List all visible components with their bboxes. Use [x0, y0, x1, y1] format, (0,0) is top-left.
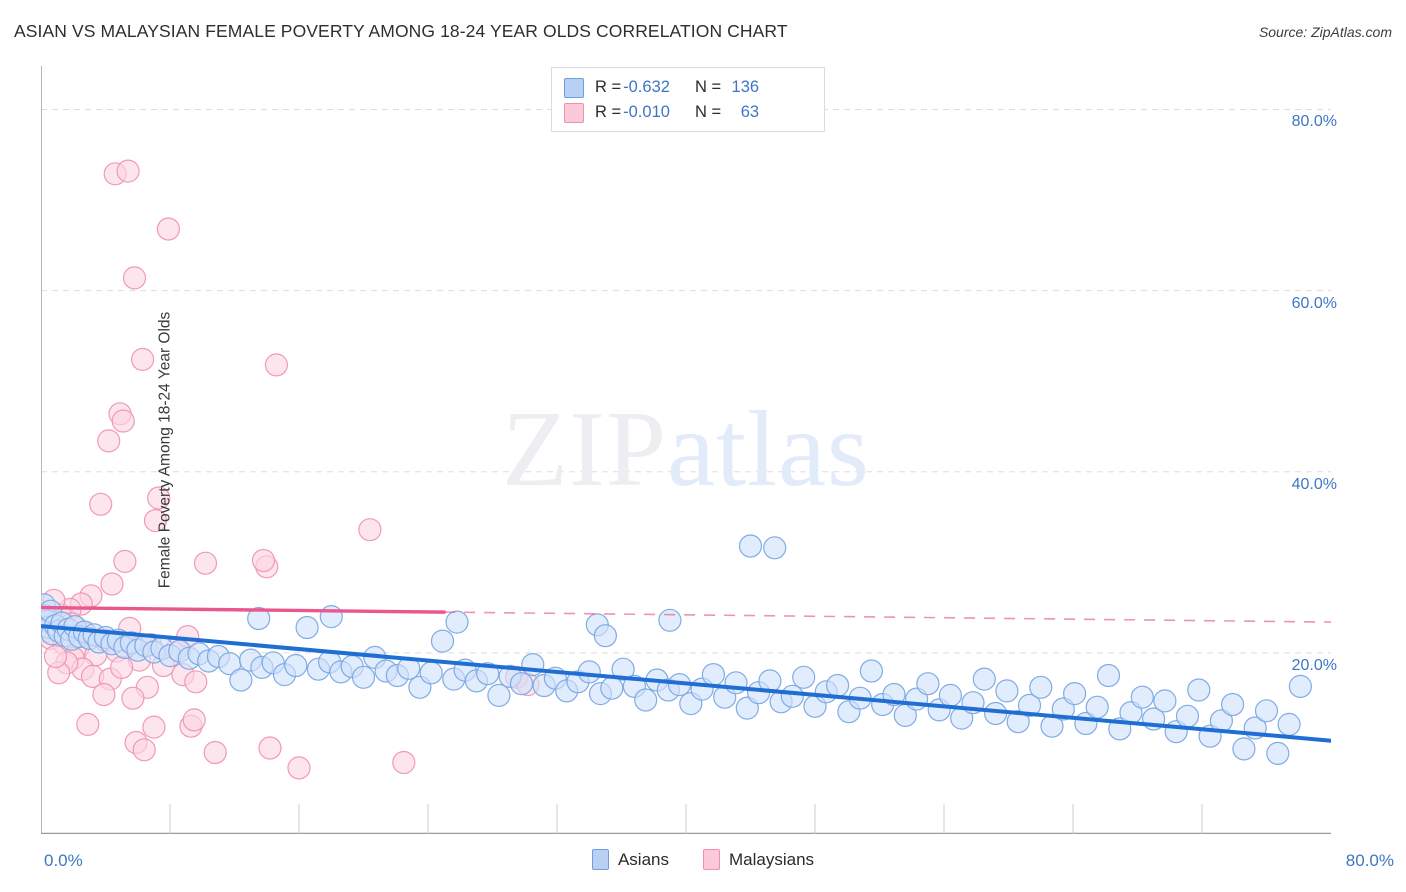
y-axis-tick-80: 80.0%	[1291, 113, 1337, 131]
source-attribution: Source: ZipAtlas.com	[1258, 24, 1392, 40]
legend-n-value-malaysians: 63	[740, 103, 760, 121]
trendline-malaysians	[41, 605, 446, 614]
plot-svg	[41, 66, 1331, 834]
series-legend-item-malaysians[interactable]: Malaysians	[702, 849, 815, 870]
legend-n-value-asians: 136	[731, 78, 760, 96]
legend-r-value-asians: -0.632	[623, 78, 670, 96]
legend-stats-asians: R = -0.632 N = 136	[595, 78, 759, 97]
series-legend-item-asians[interactable]: Asians	[591, 849, 669, 870]
legend-n-label-asians: N =	[694, 78, 722, 96]
series-label-malaysians: Malaysians	[728, 849, 815, 869]
x-axis-tick-min: 0.0%	[44, 851, 83, 870]
series-points-malaysians	[41, 159, 540, 780]
legend-r-label-asians: R =	[595, 78, 622, 96]
series-label-asians: Asians	[617, 849, 669, 869]
legend-n-label-malaysians: N =	[694, 103, 722, 121]
legend-swatch-malaysians	[564, 102, 584, 123]
scatter-plot-area: ZIP atlas Female Poverty Among 18-24 Year…	[41, 66, 1337, 834]
y-axis-tick-60: 60.0%	[1291, 294, 1337, 312]
y-axis-label: Female Poverty Among 18-24 Year Olds	[156, 311, 174, 589]
legend-r-value-malaysians: -0.010	[623, 103, 670, 121]
series-legend: Asians Malaysians	[0, 849, 1406, 870]
x-axis-tick-max: 80.0%	[1345, 851, 1394, 870]
page-title: ASIAN VS MALAYSIAN FEMALE POVERTY AMONG …	[14, 21, 788, 41]
legend-row-malaysians: R = -0.010 N = 63	[564, 100, 812, 125]
series-points-asians	[41, 534, 1313, 766]
trendline-asians	[41, 624, 1331, 743]
series-swatch-asians	[591, 849, 609, 870]
legend-row-asians: R = -0.632 N = 136	[564, 75, 812, 100]
legend-swatch-asians	[564, 77, 584, 98]
y-axis-tick-20: 20.0%	[1291, 656, 1337, 674]
series-swatch-malaysians	[702, 849, 720, 870]
correlation-legend: R = -0.632 N = 136 R = -0.010 N = 63	[551, 67, 825, 132]
legend-stats-malaysians: R = -0.010 N = 63	[595, 103, 759, 122]
legend-r-label-malaysians: R =	[595, 103, 622, 121]
trendline-malaysians-extrapolated	[444, 611, 1331, 623]
y-axis-tick-40: 40.0%	[1291, 475, 1337, 493]
